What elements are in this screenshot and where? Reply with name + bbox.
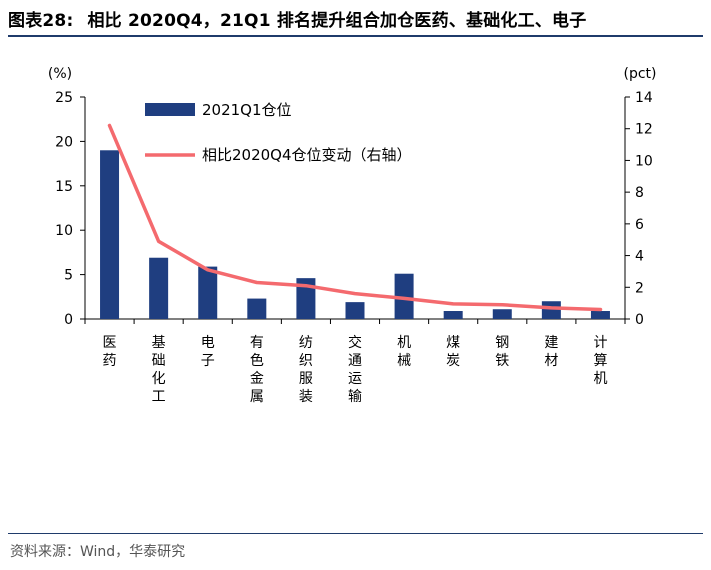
right-tick-label: 6 [635,217,644,233]
left-tick-label: 15 [55,179,73,195]
bar [394,273,414,319]
x-tick-label: 机械 [397,335,411,369]
x-tick-label: 钢铁 [495,335,509,369]
left-tick-label: 10 [55,223,73,239]
left-axis-unit: (%) [48,66,72,82]
legend-bar-label: 2021Q1仓位 [202,101,292,119]
bar [296,278,316,319]
chart-title: 图表28: 相比 2020Q4，21Q1 排名提升组合加仓医药、基础化工、电子 [8,6,586,31]
x-tick-label: 纺织服装 [299,335,313,405]
bar [100,150,120,319]
legend-bar-swatch [145,103,195,116]
right-tick-label: 2 [635,280,644,296]
right-tick-label: 14 [635,90,653,106]
x-tick-label: 煤炭 [446,335,460,369]
title-rule [8,35,703,37]
x-tick-label: 建材 [544,335,558,369]
x-tick-label: 有色金属 [250,335,264,405]
left-tick-label: 20 [55,134,73,150]
figure-number: 图表28: [8,11,74,31]
footer-rule [8,533,703,534]
right-tick-label: 12 [635,122,653,138]
right-tick-label: 4 [635,249,644,265]
axes: 0 5 10 15 20 25 0 2 4 6 8 10 12 14 (%) (pct) 医药 基础化工 电子 有色金… [48,66,657,405]
bar [345,302,365,319]
legend-line-label: 相比2020Q4仓位变动（右轴） [202,146,412,164]
x-tick-label: 交通运输 [348,334,362,405]
x-tick-label: 计算机 [593,335,607,387]
right-tick-label: 8 [635,185,644,201]
source-note: 资料来源：Wind，华泰研究 [10,544,186,560]
bar [541,301,561,319]
bar-series [100,150,610,319]
x-tick-label: 电子 [201,335,215,369]
left-tick-label: 25 [55,90,73,106]
x-tick-label: 医药 [103,335,117,369]
bar [198,266,218,319]
x-tick-label: 基础化工 [152,334,166,405]
left-tick-label: 5 [64,268,73,284]
bar [247,298,267,319]
chart-canvas: 0 5 10 15 20 25 0 2 4 6 8 10 12 14 (%) (pct) 医药 基础化工 电子 有色金… [48,66,657,405]
bar [149,257,169,319]
right-tick-label: 10 [635,153,653,169]
line-series [107,123,603,312]
right-axis-unit: (pct) [624,66,657,82]
right-tick-label: 0 [635,312,644,328]
left-tick-label: 0 [64,312,73,328]
title-text: 相比 2020Q4，21Q1 排名提升组合加仓医药、基础化工、电子 [87,11,587,31]
bar [443,311,463,319]
bar [492,309,512,319]
bar [590,311,610,319]
